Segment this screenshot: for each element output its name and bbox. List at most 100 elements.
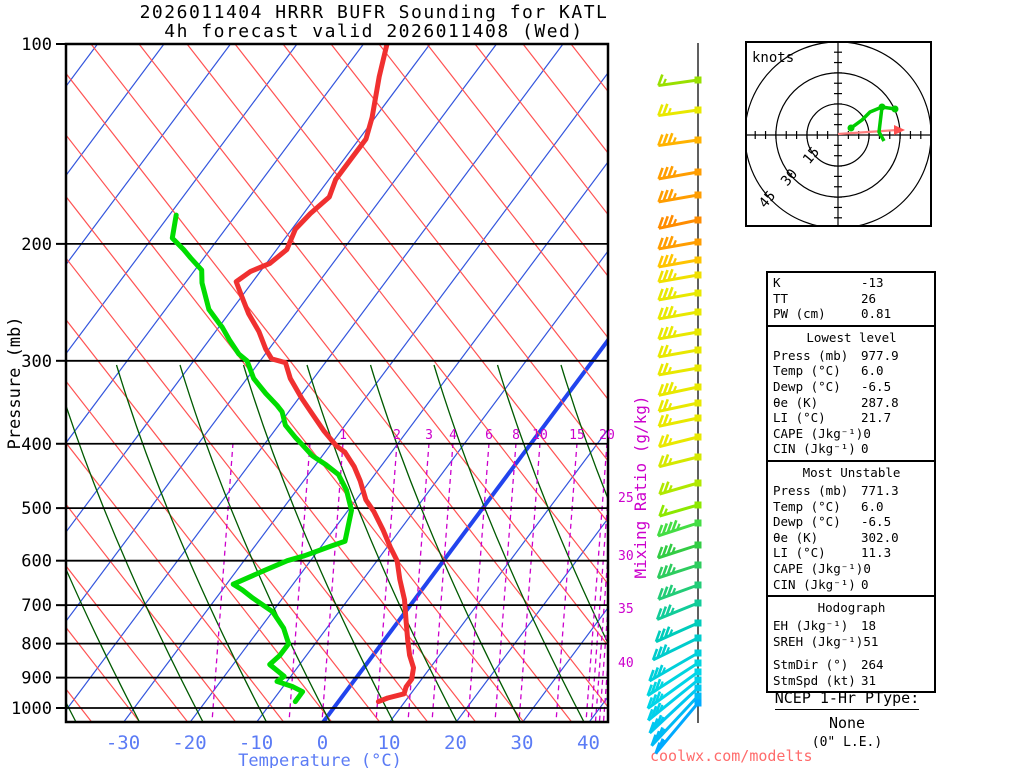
wind-barb-feather: [657, 399, 665, 412]
wind-barb-feather: [667, 286, 674, 299]
wind-barb-feather: [667, 235, 674, 248]
wind-barb-feather: [667, 132, 674, 145]
dry-adiabat-line: [66, 564, 189, 722]
wind-barb-feather: [662, 344, 669, 357]
wind-barb-stem: [657, 543, 699, 560]
table-row-label: Dewp (°C): [773, 378, 841, 394]
table-row: θe (K) 287.8: [773, 395, 930, 411]
mixing-ratio-label: 30: [618, 549, 634, 564]
mixing-ratio-line: [211, 442, 234, 722]
moist-adiabat-line: [242, 364, 395, 722]
mixing-ratio-label: 25: [618, 491, 634, 506]
wind-barb-feather: [665, 604, 672, 617]
wind-barb: [654, 699, 702, 755]
isotherm-line: [455, 517, 608, 722]
hodograph-ring-label: 30: [778, 166, 801, 189]
dry-adiabat-line: [234, 44, 608, 524]
wind-barb: [657, 214, 702, 230]
ptype-note: (0" L.E.): [811, 735, 883, 750]
table-row: Press (mb) 771.3: [773, 483, 930, 499]
table-row-label: StmSpd (kt): [773, 672, 856, 688]
moist-adiabat-line: [66, 567, 141, 722]
wind-barb-stem: [658, 330, 699, 341]
table-section-title: Most Unstable: [802, 464, 901, 480]
dry-adiabat-line: [282, 44, 608, 462]
wind-barb-feather: [666, 521, 673, 534]
wind-barb-half-feather: [671, 587, 677, 595]
table-row: Dewp (°C) -6.5: [773, 514, 930, 530]
mixing-ratio-line: [585, 442, 608, 722]
pressure-tick-label: 600: [21, 552, 52, 572]
wind-barb: [657, 433, 702, 449]
wind-barb-feather: [671, 519, 678, 532]
wind-barb-feather: [662, 586, 669, 599]
wind-barb-feather: [648, 721, 655, 734]
table-row: K -13: [773, 275, 930, 291]
wind-barb: [657, 413, 702, 428]
dry-adiabat-line: [474, 44, 608, 216]
wind-barb-feather: [667, 214, 674, 227]
table-row-value: 11.3: [861, 545, 892, 561]
wind-barb-half-feather: [659, 681, 664, 688]
table-section-title: Lowest level: [806, 329, 897, 345]
moist-adiabat-line: [496, 364, 608, 645]
wind-barb: [656, 519, 702, 538]
wind-barb: [657, 581, 702, 601]
wind-barb-feather: [657, 288, 664, 301]
wind-barb: [657, 398, 702, 413]
mixing-ratio-line: [594, 554, 608, 722]
table-row: EH (Jkg⁻¹) 18: [773, 618, 930, 634]
mixing-ratio-label: 40: [618, 656, 634, 671]
wind-barb-feather: [656, 524, 664, 537]
table-row-value: 0.81: [861, 306, 892, 322]
wind-barb-feather: [666, 584, 674, 597]
wind-barb-half-feather: [672, 385, 678, 393]
table-row: StmSpd (kt) 31: [773, 673, 930, 689]
wind-barb-stem: [658, 385, 699, 397]
mixing-ratio-label: 4: [449, 428, 457, 443]
pressure-tick-label: 900: [21, 669, 52, 689]
wind-barb-feather: [650, 694, 658, 706]
wind-barb-stem: [658, 273, 699, 284]
wind-barb-half-feather: [667, 437, 673, 445]
wind-barb-half-feather: [672, 257, 677, 265]
isotherm-line: [255, 250, 608, 722]
wind-barb-feather: [650, 681, 658, 694]
table-row-label: PW (cm): [773, 306, 826, 322]
pressure-tick-label: 100: [21, 35, 52, 55]
table-row-label: TT: [773, 290, 789, 306]
table-row: SREH (Jkg⁻¹) 51: [773, 634, 930, 650]
parameter-table: K -13 TT 26 PW (cm) 0.81 Lowest level Press (mb…: [766, 271, 936, 694]
isotherm-line: [66, 44, 231, 266]
temperature-tick-label: 40: [577, 732, 600, 754]
table-row: CIN (Jkg⁻¹) 0: [773, 441, 930, 457]
wind-barb-feather: [657, 270, 664, 283]
wind-barb-feather: [662, 236, 669, 249]
mixing-ratio-line: [288, 442, 311, 722]
wind-barb: [651, 634, 702, 662]
table-row-value: 264: [861, 657, 884, 673]
wind-barb-feather: [650, 705, 658, 718]
wind-barb-stem: [658, 218, 699, 230]
wind-barb-feather: [646, 684, 653, 697]
wind-barb-half-feather: [672, 169, 677, 177]
table-row-label: θe (K): [773, 529, 819, 545]
moist-adiabat-line: [179, 364, 331, 722]
dry-adiabat-line: [66, 380, 333, 722]
hodograph-frame: [745, 41, 932, 227]
dry-adiabat-line: [90, 44, 608, 709]
wind-barb-feather: [662, 269, 669, 282]
wind-barb-feather: [657, 74, 664, 87]
wind-barb-half-feather: [672, 290, 677, 298]
wind-barb-half-feather: [658, 693, 664, 701]
hodograph-ring-label: 15: [800, 144, 823, 167]
table-row: Dewp (°C) -6.5: [773, 379, 930, 395]
pressure-tick-label: 800: [21, 635, 52, 655]
dry-adiabat-line: [186, 44, 608, 585]
hodograph-trace: [849, 105, 896, 130]
wind-barb-feather: [646, 696, 654, 709]
wind-barb-feather: [657, 726, 664, 739]
mixing-ratio-axis-title: Mixing Ratio (g/kg): [631, 395, 650, 578]
wind-barb-feather: [663, 481, 670, 494]
